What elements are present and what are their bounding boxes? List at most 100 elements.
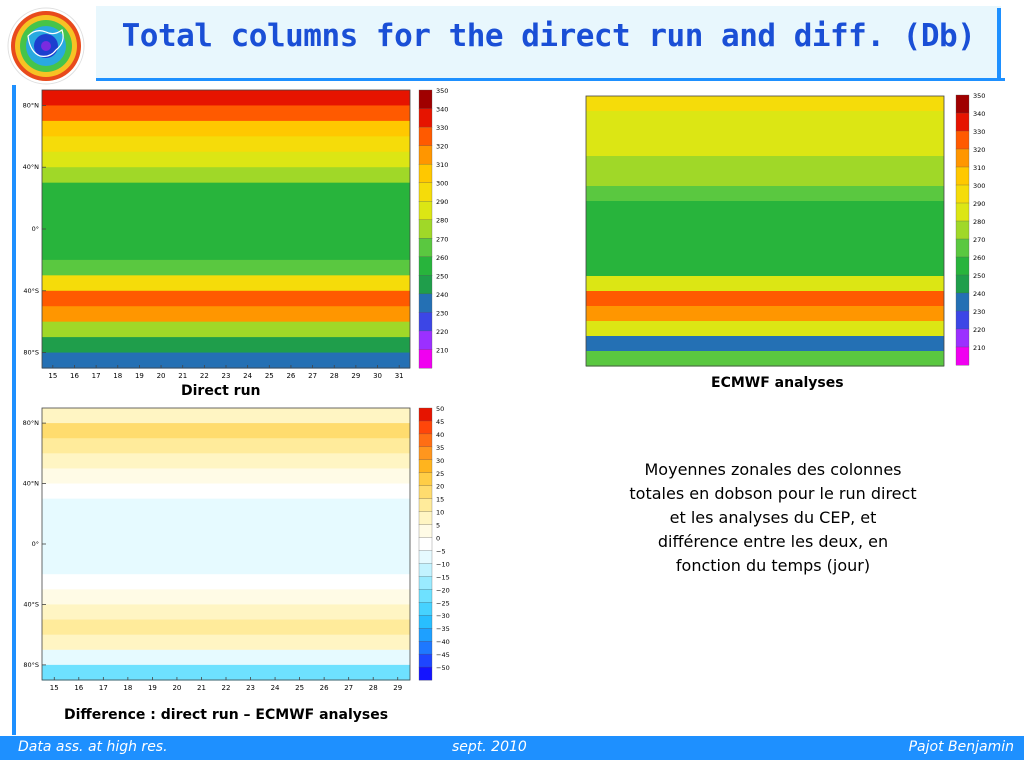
difference-colorbar-swatch-20 — [418, 666, 433, 681]
ecmwf-colorbar-label-11: 240 — [973, 290, 985, 298]
ecmwf-band-4 — [586, 156, 944, 172]
difference-colorbar-label-6: 20 — [436, 483, 444, 491]
direct-run-band-1 — [42, 105, 410, 122]
footer-center: sept. 2010 — [452, 739, 527, 755]
difference-y-tick-0: 80°N — [23, 419, 40, 427]
ecmwf-colorbar-label-7: 280 — [973, 218, 985, 226]
direct-run-colorbar-label-14: 210 — [436, 346, 448, 354]
direct-run-y-tick-0: 80°N — [23, 101, 40, 109]
ecmwf-analyses-chart: 350 340 330 320 310 300 290 280 270 260 250 240 230 2… — [585, 92, 985, 367]
ecmwf-colorbar-swatch-4 — [955, 166, 970, 186]
left-accent-bar — [0, 0, 18, 736]
difference-x-tick-12: 27 — [344, 684, 353, 692]
difference-colorbar-swatch-10 — [418, 537, 433, 551]
ecmwf-colorbar-swatch-6 — [955, 202, 970, 222]
direct-run-colorbar: 350 340 330 320 310 300 290 280 270 260 250 240 230 2… — [418, 87, 448, 369]
direct-run-x-tick-2: 17 — [92, 372, 101, 380]
direct-run-colorbar-swatch-2 — [418, 126, 433, 147]
difference-x-tick-4: 19 — [148, 684, 157, 692]
difference-colorbar-swatch-4 — [418, 459, 433, 474]
slide-title: Total columns for the direct run and dif… — [121, 18, 976, 54]
difference-x-tick-9: 24 — [271, 684, 280, 692]
ecmwf-colorbar-label-14: 210 — [973, 344, 985, 352]
direct-run-colorbar-label-7: 280 — [436, 217, 448, 225]
difference-x-labels: 15 16 17 18 19 20 21 22 23 24 25 26 27 28 29 — [50, 677, 402, 692]
ecmwf-band-0 — [586, 96, 944, 112]
direct-run-band-5 — [42, 167, 410, 184]
direct-run-plot — [41, 89, 411, 369]
ecmwf-colorbar-label-13: 220 — [973, 326, 985, 334]
direct-run-x-tick-4: 19 — [135, 372, 144, 380]
ecmwf-colorbar-swatch-12 — [955, 310, 970, 330]
difference-colorbar-label-5: 25 — [436, 470, 444, 478]
ecmwf-colorbar-label-4: 310 — [973, 164, 985, 172]
difference-colorbar-label-16: −30 — [436, 612, 450, 620]
ecmwf-plot — [585, 95, 945, 367]
direct-run-colorbar-label-13: 220 — [436, 328, 448, 336]
ecmwf-colorbar-label-6: 290 — [973, 200, 985, 208]
direct-run-colorbar-label-6: 290 — [436, 198, 448, 206]
ecmwf-colorbar-label-10: 250 — [973, 272, 985, 280]
difference-colorbar-swatch-14 — [418, 589, 433, 603]
direct-run-x-tick-16: 31 — [395, 372, 404, 380]
difference-y-labels: 80°N 40°N 0° 40°S 80°S — [23, 419, 46, 669]
ecmwf-colorbar-swatch-3 — [955, 148, 970, 168]
difference-colorbar-swatch-0 — [418, 407, 433, 422]
direct-run-x-labels: 15 16 17 18 19 20 21 22 23 24 25 26 27 28 29 30 31 — [48, 365, 404, 380]
difference-x-tick-7: 22 — [222, 684, 231, 692]
direct-run-colorbar-label-12: 230 — [436, 309, 448, 317]
ecmwf-colorbar-label-2: 330 — [973, 128, 985, 136]
direct-run-band-12 — [42, 275, 410, 292]
difference-colorbar-swatch-13 — [418, 576, 433, 590]
difference-colorbar-label-14: −20 — [436, 586, 450, 594]
difference-band-13 — [42, 604, 410, 621]
direct-run-x-tick-11: 26 — [286, 372, 295, 380]
direct-run-x-tick-9: 24 — [243, 372, 252, 380]
direct-run-colorbar-label-1: 340 — [436, 106, 448, 114]
difference-band-12 — [42, 589, 410, 606]
difference-colorbar-label-4: 30 — [436, 457, 444, 465]
direct-run-colorbar-label-11: 240 — [436, 291, 448, 299]
difference-colorbar-label-11: −5 — [436, 547, 446, 555]
direct-run-x-tick-15: 30 — [373, 372, 382, 380]
description-text: Moyennes zonales des colonnes totales en… — [629, 460, 917, 575]
ecmwf-band-14 — [586, 306, 944, 322]
ecmwf-colorbar-swatch-0 — [955, 94, 970, 114]
difference-y-tick-2: 0° — [32, 540, 39, 548]
difference-x-tick-2: 17 — [99, 684, 108, 692]
difference-x-tick-5: 20 — [172, 684, 181, 692]
direct-run-colorbar-swatch-0 — [418, 89, 433, 109]
direct-run-x-tick-6: 21 — [178, 372, 187, 380]
difference-band-3 — [42, 453, 410, 470]
title-background — [96, 6, 1001, 78]
direct-run-colorbar-swatch-1 — [418, 108, 433, 128]
direct-run-colorbar-swatch-9 — [418, 256, 433, 276]
ecmwf-band-5 — [586, 171, 944, 187]
difference-colorbar-swatch-18 — [418, 640, 433, 655]
ecmwf-colorbar-label-5: 300 — [973, 182, 985, 190]
direct-run-y-tick-3: 40°S — [23, 287, 39, 295]
difference-band-1 — [42, 423, 410, 439]
difference-colorbar-label-3: 35 — [436, 444, 444, 452]
difference-x-tick-0: 15 — [50, 684, 59, 692]
direct-run-colorbar-label-10: 250 — [436, 272, 448, 280]
difference-colorbar-swatch-2 — [418, 433, 433, 448]
ecmwf-colorbar-swatch-14 — [955, 346, 970, 366]
difference-colorbar-label-13: −15 — [436, 573, 450, 581]
difference-band-10 — [42, 559, 410, 575]
ecmwf-colorbar-label-3: 320 — [973, 146, 985, 154]
difference-colorbar-label-12: −10 — [436, 560, 450, 568]
direct-run-colorbar-swatch-4 — [418, 163, 433, 184]
difference-colorbar-swatch-8 — [418, 511, 433, 526]
direct-run-caption: Direct run — [181, 383, 261, 399]
ecmwf-band-10 — [586, 246, 944, 262]
direct-run-y-labels: 80°N 40°N 0° 40°S 80°S — [23, 101, 46, 357]
direct-run-colorbar-label-9: 260 — [436, 254, 448, 262]
difference-colorbar-swatch-12 — [418, 563, 433, 577]
difference-band-5 — [42, 483, 410, 500]
direct-run-band-16 — [42, 337, 410, 354]
direct-run-band-13 — [42, 290, 410, 307]
difference-colorbar-swatch-5 — [418, 472, 433, 487]
direct-run-y-tick-4: 80°S — [23, 349, 39, 357]
